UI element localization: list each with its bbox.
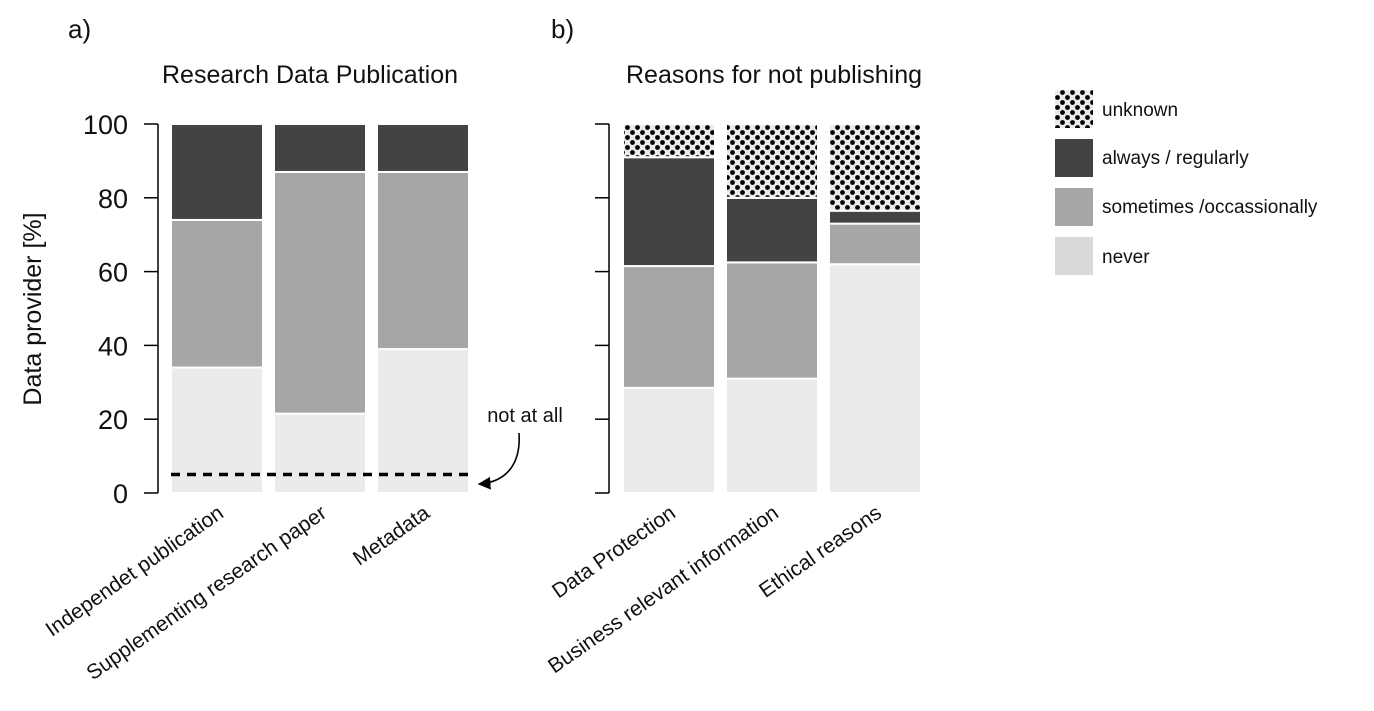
legend-label-unknown: unknown (1102, 100, 1178, 121)
bar-segment-data-protection-never (622, 386, 716, 494)
panel-b-title: Reasons for not publishing (626, 61, 922, 89)
bar-segment-independet-publication-always-regularly (170, 123, 264, 221)
bar-segment-supplementing-research-paper-never (273, 412, 367, 495)
legend: unknown always / regularly sometimes /oc… (1055, 90, 1318, 275)
y-tick-label-80: 80 (98, 184, 128, 214)
legend-swatch-never (1055, 237, 1093, 275)
legend-swatch-sometimes (1055, 188, 1093, 226)
legend-label-never: never (1102, 247, 1150, 268)
bar-segment-ethical-reasons-unknown (828, 123, 922, 212)
panel-b-y-axis (595, 123, 610, 494)
bar-segment-metadata-never (376, 348, 470, 494)
bar-segment-business-relevant-information-sometimes-occassionally (725, 261, 819, 380)
bar-segment-business-relevant-information-unknown (725, 123, 819, 199)
bar-segment-business-relevant-information-never (725, 377, 819, 494)
panel-a: a) Research Data Publication Data provid… (19, 14, 563, 685)
bar-segment-ethical-reasons-never (828, 263, 922, 494)
not-at-all-annotation: not at all (487, 405, 563, 427)
y-tick-label-100: 100 (83, 110, 128, 140)
panel-a-y-axis: 0 20 40 60 80 100 (83, 110, 159, 509)
legend-label-sometimes: sometimes /occassionally (1102, 197, 1318, 218)
panel-a-label: a) (68, 14, 91, 44)
bar-segment-supplementing-research-paper-sometimes-occassionally (273, 170, 367, 415)
y-axis-label: Data provider [%] (19, 212, 47, 405)
y-tick-label-40: 40 (98, 331, 128, 361)
annotation-arrow (477, 432, 520, 490)
bar-segment-data-protection-sometimes-occassionally (622, 265, 716, 389)
panel-b-bars (622, 123, 922, 494)
bar-segment-ethical-reasons-always-regularly (828, 209, 922, 225)
panel-a-title: Research Data Publication (162, 61, 458, 89)
panel-b-label: b) (551, 14, 574, 44)
bar-segment-data-protection-always-regularly (622, 156, 716, 268)
bar-segment-supplementing-research-paper-always-regularly (273, 123, 367, 173)
bar-segment-metadata-sometimes-occassionally (376, 170, 470, 351)
bar-segment-independet-publication-never (170, 366, 264, 495)
y-tick-label-0: 0 (113, 479, 128, 509)
x-tick-label-metadata: Metadata (349, 501, 434, 570)
panel-a-bars (170, 123, 470, 495)
legend-swatch-always (1055, 139, 1093, 177)
bar-segment-independet-publication-sometimes-occassionally (170, 218, 264, 369)
panel-b: b) Reasons for not publishing Data Prote… (544, 14, 922, 678)
legend-label-always: always / regularly (1102, 148, 1249, 169)
bar-segment-business-relevant-information-always-regularly (725, 196, 819, 264)
bar-segment-metadata-always-regularly (376, 123, 470, 173)
bar-segment-ethical-reasons-sometimes-occassionally (828, 222, 922, 266)
y-tick-label-60: 60 (98, 258, 128, 288)
legend-swatch-unknown (1055, 90, 1093, 128)
x-tick-label-independet-publication: Independet publication (42, 501, 228, 641)
bar-segment-data-protection-unknown (622, 123, 716, 159)
y-tick-label-20: 20 (98, 405, 128, 435)
